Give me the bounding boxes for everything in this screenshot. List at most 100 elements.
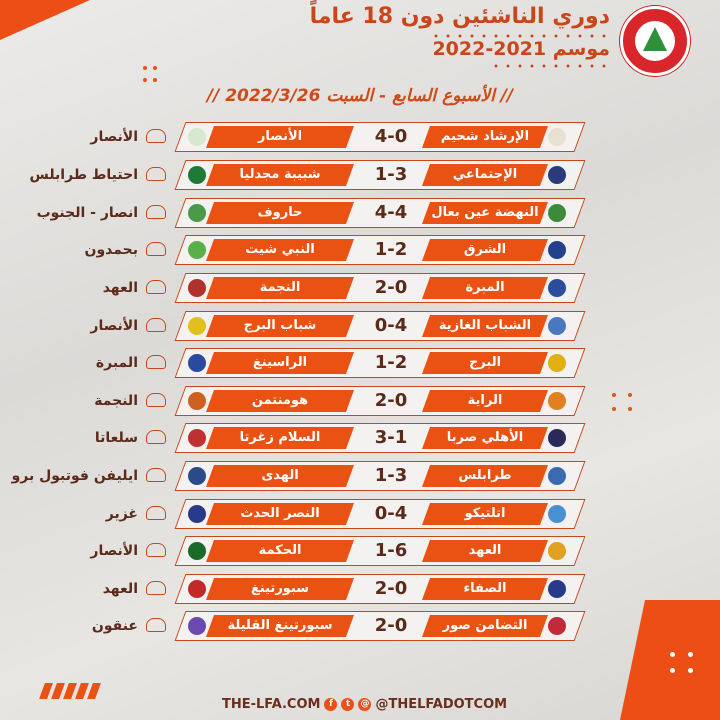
- stadium-icon: [146, 506, 166, 520]
- stadium-icon: [146, 393, 166, 407]
- venue-name: الأنصار: [90, 318, 138, 334]
- decor-dot: [153, 78, 157, 82]
- match-row: طرابلس 1-3 الهدى ايليفن فوتبول برو: [0, 460, 720, 492]
- home-team-name: التضامن صور: [442, 618, 528, 633]
- away-team-name: شباب البرج: [243, 318, 317, 333]
- home-team-crest-icon: [548, 542, 566, 560]
- website-link[interactable]: THE-LFA.COM: [222, 697, 321, 712]
- stadium-icon: [146, 242, 166, 256]
- match-row: الأهلي صربا 3-1 السلام زغرتا سلعاتا: [0, 422, 720, 454]
- venue-name: سلعاتا: [94, 430, 138, 446]
- away-team-name: السلام زغرتا: [239, 430, 321, 445]
- instagram-icon[interactable]: @: [358, 698, 372, 711]
- stadium-icon: [146, 430, 166, 444]
- lebanon-fa-logo: [620, 6, 690, 76]
- decor-dot: [628, 393, 632, 397]
- away-team-crest-icon: [188, 128, 206, 146]
- away-team-name: شبيبة مجدليا: [239, 167, 321, 182]
- stadium-icon: [146, 318, 166, 332]
- home-team-crest-icon: [548, 429, 566, 447]
- away-team-crest-icon: [188, 617, 206, 635]
- away-team-name: حاروف: [257, 205, 303, 220]
- away-team-crest-icon: [188, 392, 206, 410]
- dotted-divider: [430, 34, 608, 38]
- decor-dot: [143, 78, 147, 82]
- stadium-icon: [146, 355, 166, 369]
- decor-dot: [670, 652, 675, 657]
- twitter-icon[interactable]: t: [341, 698, 355, 711]
- match-score: 1-2: [374, 352, 408, 373]
- venue-name: غزير: [105, 506, 138, 522]
- away-team-crest-icon: [188, 580, 206, 598]
- away-team-crest-icon: [188, 204, 206, 222]
- social-handle[interactable]: @THELFADOTCOM: [375, 697, 508, 712]
- match-row: البرج 1-2 الراسينغ المبرة: [0, 347, 720, 379]
- away-team-crest-icon: [188, 166, 206, 184]
- match-score: 0-4: [374, 315, 408, 336]
- home-team-crest-icon: [548, 467, 566, 485]
- away-team-crest-icon: [188, 241, 206, 259]
- home-team-name: العهد: [468, 543, 502, 558]
- home-team-name: الشرق: [463, 242, 507, 257]
- match-row: الشرق 1-2 النبي شيت بحمدون: [0, 234, 720, 266]
- match-row: العهد 1-6 الحكمة الأنصار: [0, 535, 720, 567]
- venue-name: النجمة: [94, 393, 138, 409]
- away-team-name: سبورتينغ القليلة: [227, 618, 333, 633]
- match-score: 2-0: [374, 578, 408, 599]
- away-team-name: النجمة: [259, 280, 301, 295]
- match-row: المبرة 2-0 النجمة العهد: [0, 272, 720, 304]
- venue-name: انصار - الجنوب: [36, 205, 138, 221]
- match-row: النهضة عين بعال 4-4 حاروف انصار - الجنوب: [0, 197, 720, 229]
- stadium-icon: [146, 280, 166, 294]
- home-team-crest-icon: [548, 128, 566, 146]
- cedar-icon: [643, 27, 667, 51]
- venue-name: عنقون: [91, 618, 138, 634]
- venue-name: الأنصار: [90, 543, 138, 559]
- home-team-name: طرابلس: [458, 468, 512, 483]
- match-score: 1-3: [374, 164, 408, 185]
- away-team-crest-icon: [188, 505, 206, 523]
- away-team-crest-icon: [188, 467, 206, 485]
- match-score: 1-6: [374, 540, 408, 561]
- venue-name: المبرة: [95, 355, 138, 371]
- away-team-name: النبي شيت: [245, 242, 315, 257]
- decor-dot: [143, 66, 147, 70]
- home-team-crest-icon: [548, 505, 566, 523]
- match-row: الصفاء 2-0 سبورتينغ العهد: [0, 573, 720, 605]
- away-team-name: هومنتمن: [251, 393, 309, 408]
- away-team-crest-icon: [188, 279, 206, 297]
- home-team-name: المبرة: [465, 280, 505, 295]
- home-team-crest-icon: [548, 204, 566, 222]
- venue-name: العهد: [102, 280, 138, 296]
- match-score: 3-1: [374, 427, 408, 448]
- home-team-crest-icon: [548, 392, 566, 410]
- match-score: 2-0: [374, 615, 408, 636]
- away-team-name: الراسينغ: [252, 355, 308, 370]
- away-team-crest-icon: [188, 542, 206, 560]
- venue-name: الأنصار: [90, 129, 138, 145]
- home-team-crest-icon: [548, 617, 566, 635]
- away-team-name: النصر الحدث: [240, 506, 320, 521]
- stadium-icon: [146, 468, 166, 482]
- away-team-name: الحكمة: [258, 543, 302, 558]
- venue-name: بحمدون: [84, 242, 138, 258]
- stadium-icon: [146, 167, 166, 181]
- facebook-icon[interactable]: f: [324, 698, 338, 711]
- home-team-name: الصفاء: [463, 581, 507, 596]
- home-team-crest-icon: [548, 279, 566, 297]
- match-score: 2-0: [374, 390, 408, 411]
- match-score: 4-4: [374, 202, 408, 223]
- home-team-crest-icon: [548, 166, 566, 184]
- dotted-divider: [490, 64, 608, 68]
- match-score: 1-2: [374, 239, 408, 260]
- match-score: 4-0: [374, 126, 408, 147]
- home-team-crest-icon: [548, 317, 566, 335]
- decor-dot: [612, 407, 616, 411]
- decor-dot: [628, 407, 632, 411]
- footer: THE-LFA.COM f t @ @THELFADOTCOM: [222, 697, 507, 712]
- decor-dot: [688, 652, 693, 657]
- home-team-name: الإرشاد شحيم: [440, 129, 530, 144]
- home-team-name: البرج: [468, 355, 502, 370]
- stadium-icon: [146, 205, 166, 219]
